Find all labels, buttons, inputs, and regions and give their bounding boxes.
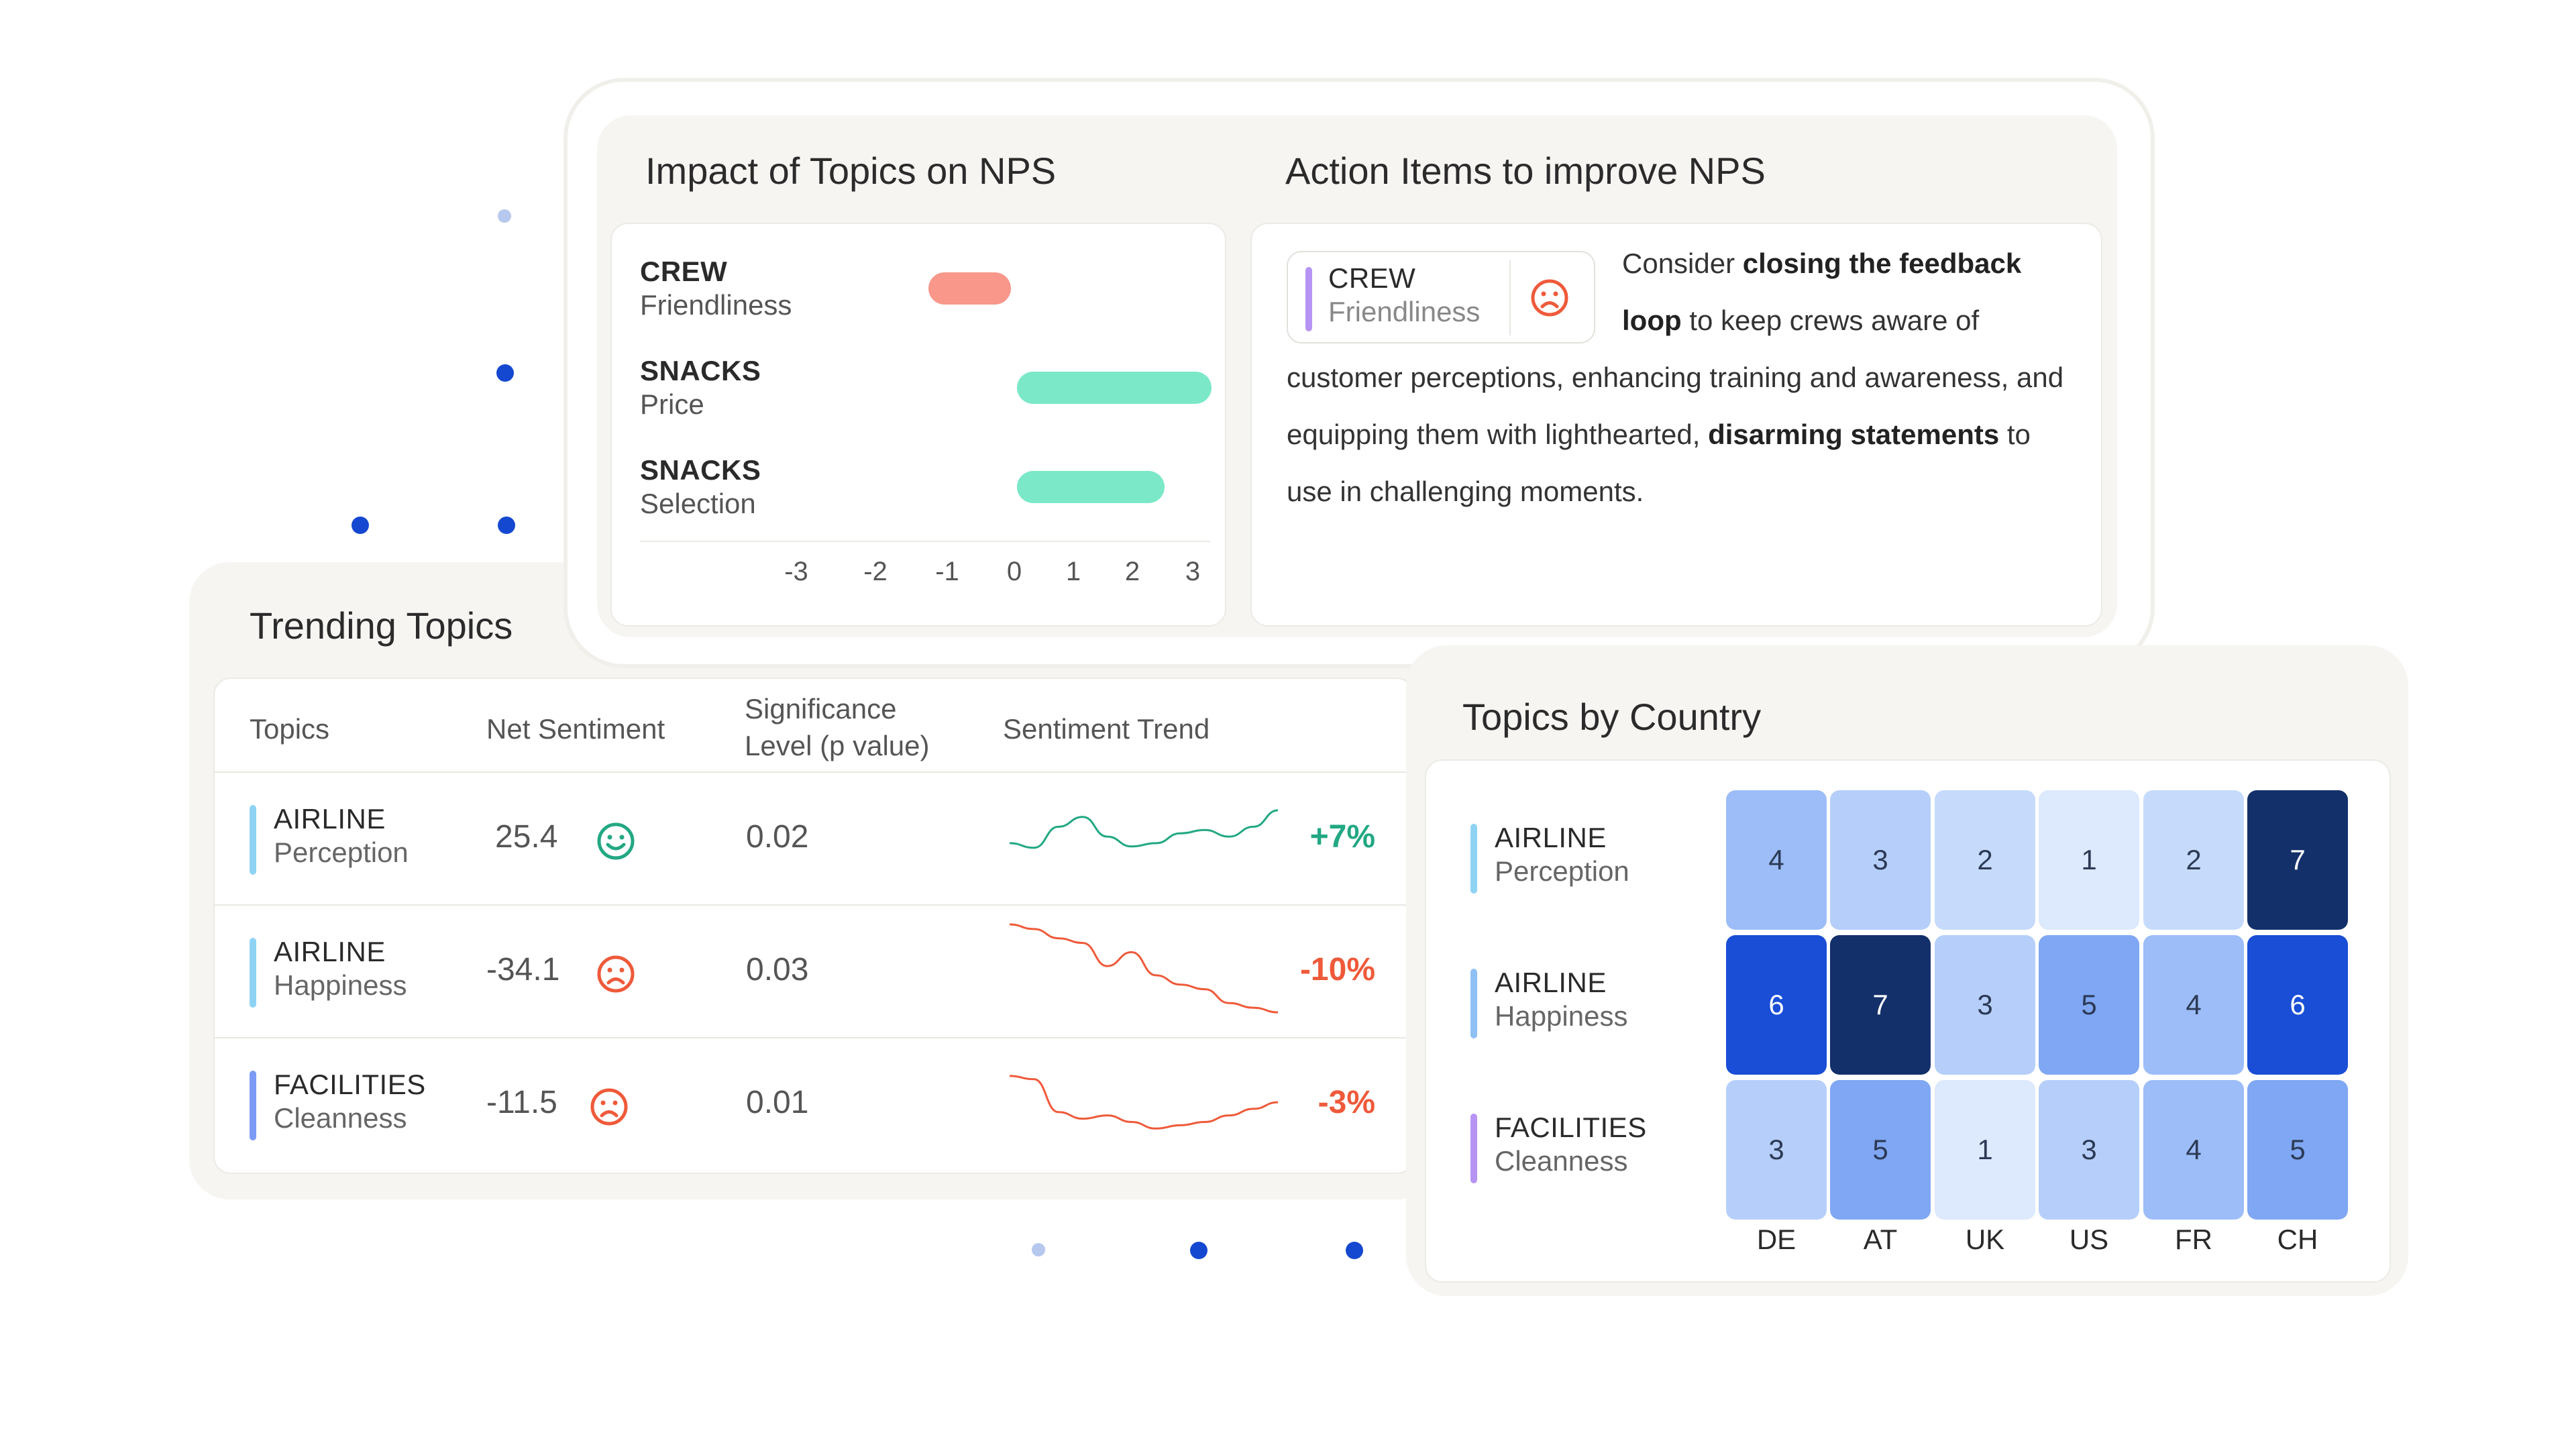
trend-percent: -10%: [1299, 952, 1375, 987]
trend-percent: -3%: [1318, 1085, 1375, 1120]
sparkline: [1009, 1075, 1279, 1130]
trend-percent: +7%: [1309, 819, 1375, 855]
heatmap-cell[interactable]: 4: [1726, 790, 1827, 930]
row-accent: [250, 805, 256, 875]
p-value: 0.03: [746, 952, 809, 987]
sad-face-icon: [597, 955, 635, 993]
row-divider: [215, 771, 1414, 773]
heatmap-cell[interactable]: 2: [1935, 790, 2035, 930]
heatmap-cell[interactable]: 3: [1830, 790, 1931, 930]
header-significance: Significance Level (p value): [745, 693, 930, 761]
country-heatmap-card: AIRLINE Perception AIRLINE Happiness FACILIT…: [1425, 759, 2391, 1283]
heatmap-cell[interactable]: 3: [1935, 935, 2035, 1075]
heatmap-cell[interactable]: 1: [2039, 790, 2139, 930]
x-tick-label: 2: [1124, 557, 1140, 586]
heatmap-cell[interactable]: 7: [2247, 790, 2348, 930]
net-sentiment-value: -11.5: [486, 1085, 557, 1120]
heatmap-cell[interactable]: 6: [1726, 935, 1827, 1075]
impact-label: SNACKS Selection: [640, 454, 761, 520]
country-row-label: AIRLINE Happiness: [1495, 967, 1628, 1032]
heatmap-cell[interactable]: 6: [2247, 935, 2348, 1075]
heatmap-cell[interactable]: 2: [2143, 790, 2244, 930]
net-sentiment-value: 25.4: [495, 819, 558, 855]
tag-divider: [1509, 260, 1511, 335]
action-text: Consider closing the feedback loop to ke…: [1287, 248, 2064, 507]
country-row-label: AIRLINE Perception: [1495, 822, 1629, 888]
country-column-label: UK: [1965, 1224, 2005, 1255]
decor-dot: [352, 517, 369, 534]
x-tick-label: -1: [935, 557, 959, 586]
row-divider: [215, 904, 1414, 906]
impact-title: Impact of Topics on NPS: [645, 150, 1057, 192]
x-tick-label: -2: [863, 557, 888, 586]
header-net-sentiment: Net Sentiment: [486, 713, 665, 745]
country-column-label: AT: [1863, 1224, 1898, 1255]
trending-topics-table: Topics Net Sentiment Significance Level …: [213, 678, 1414, 1174]
p-value: 0.01: [746, 1085, 809, 1120]
sparkline-path: [1009, 923, 1279, 1014]
heatmap-cell[interactable]: 5: [1830, 1080, 1931, 1220]
sparkline-path: [1009, 809, 1279, 849]
sad-face-icon: [1531, 279, 1568, 317]
impact-label: CREW Friendliness: [640, 256, 792, 321]
row-accent: [250, 938, 256, 1008]
heatmap-cell[interactable]: 3: [1726, 1080, 1827, 1220]
row-divider: [215, 1037, 1414, 1038]
impact-chart-card: CREW Friendliness SNACKS Price SNACKS Se…: [610, 223, 1226, 627]
decor-dot: [1032, 1243, 1045, 1256]
decor-dot: [498, 517, 515, 534]
heatmap-cell[interactable]: 5: [2039, 935, 2139, 1075]
tag-label: CREW Friendliness: [1328, 262, 1481, 328]
row-topic: FACILITIES Cleanness: [274, 1069, 426, 1134]
row-accent: [1470, 824, 1477, 894]
header-topics: Topics: [250, 713, 330, 745]
heatmap-cell[interactable]: 1: [1935, 1080, 2035, 1220]
sparkline-path: [1009, 1075, 1279, 1130]
sad-face-icon: [590, 1088, 628, 1126]
heatmap-cell[interactable]: 4: [2143, 1080, 2244, 1220]
row-accent: [250, 1071, 256, 1140]
table-row[interactable]: AIRLINE Perception 25.4 0.02 +7%: [215, 773, 1414, 904]
header-sentiment-trend: Sentiment Trend: [1003, 713, 1210, 745]
impact-bar: [1016, 471, 1165, 503]
country-column-label: CH: [2277, 1224, 2318, 1255]
country-column-label: DE: [1756, 1224, 1796, 1255]
row-topic: AIRLINE Happiness: [274, 936, 407, 1002]
action-card: CREW Friendliness Consider closing the f…: [1250, 223, 2102, 627]
decor-dot: [498, 209, 511, 223]
x-tick-label: 1: [1065, 557, 1081, 586]
decor-dot: [1190, 1242, 1208, 1259]
action-tag[interactable]: CREW Friendliness: [1287, 251, 1595, 343]
country-column-label: FR: [2175, 1224, 2212, 1255]
p-value: 0.02: [746, 819, 809, 855]
table-row[interactable]: FACILITIES Cleanness -11.5 0.01 -3%: [215, 1038, 1414, 1170]
x-tick-label: 0: [1006, 557, 1022, 586]
happy-face-icon: [597, 822, 635, 860]
x-tick-label: 3: [1185, 557, 1201, 586]
action-title: Action Items to improve NPS: [1285, 150, 1766, 192]
row-accent: [1470, 969, 1477, 1038]
heatmap-cell[interactable]: 5: [2247, 1080, 2348, 1220]
decor-dot: [1346, 1242, 1363, 1259]
table-row[interactable]: AIRLINE Happiness -34.1 0.03 -10%: [215, 906, 1414, 1037]
topics-by-country-title: Topics by Country: [1462, 696, 1762, 738]
heatmap-cell[interactable]: 7: [1830, 935, 1931, 1075]
sparkline: [1009, 809, 1279, 849]
impact-axis-line: [640, 541, 1210, 542]
heatmap-cell[interactable]: 4: [2143, 935, 2244, 1075]
decor-dot: [496, 364, 514, 382]
row-accent: [1470, 1114, 1477, 1183]
net-sentiment-value: -34.1: [486, 952, 560, 987]
impact-bar: [928, 272, 1011, 305]
row-topic: AIRLINE Perception: [274, 803, 409, 869]
sparkline: [1009, 923, 1279, 1014]
tag-accent: [1305, 267, 1312, 331]
heatmap-cell[interactable]: 3: [2039, 1080, 2139, 1220]
impact-bar: [1016, 372, 1212, 404]
trending-topics-title: Trending Topics: [250, 604, 513, 647]
x-tick-label: -3: [784, 557, 808, 586]
country-column-label: US: [2069, 1224, 2109, 1255]
impact-label: SNACKS Price: [640, 355, 761, 421]
country-row-label: FACILITIES Cleanness: [1495, 1112, 1647, 1177]
